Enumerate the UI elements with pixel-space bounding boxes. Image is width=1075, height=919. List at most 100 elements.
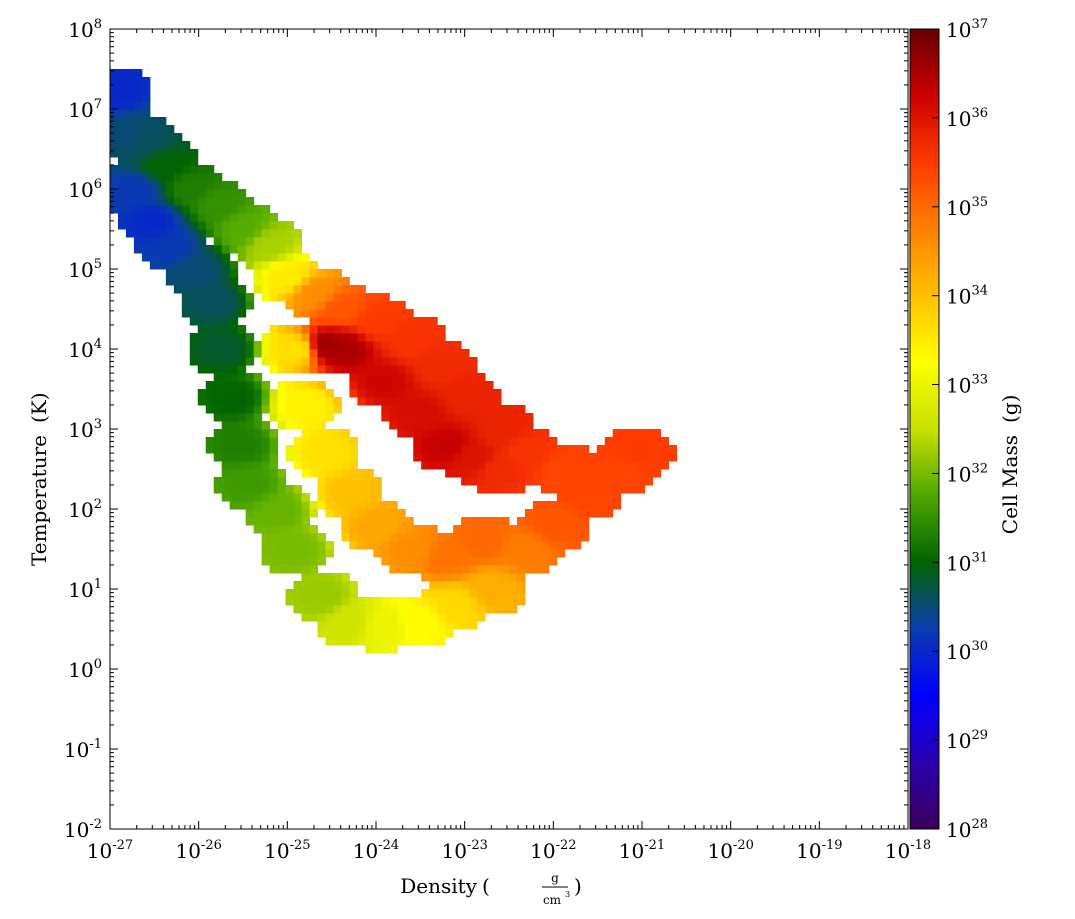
heatmap-cell: [413, 533, 422, 542]
heatmap-cell: [309, 533, 318, 542]
heatmap-cell: [221, 333, 231, 342]
heatmap-cell: [205, 357, 215, 366]
heatmap-cell: [365, 293, 374, 302]
heatmap-cell: [229, 485, 239, 494]
heatmap-cell: [437, 453, 446, 462]
heatmap-cell: [373, 613, 382, 622]
heatmap-cell: [333, 341, 342, 350]
heatmap-cell: [317, 453, 326, 462]
heatmap-cell: [516, 541, 526, 550]
heatmap-cell: [620, 429, 630, 438]
heatmap-cell: [277, 389, 287, 398]
heatmap-cell: [349, 621, 358, 630]
heatmap-cell: [532, 469, 542, 478]
heatmap-cell: [309, 381, 318, 390]
heatmap-cell: [469, 549, 478, 558]
heatmap-cell: [213, 213, 223, 222]
heatmap-cell: [197, 341, 207, 350]
heatmap-cell: [636, 477, 646, 486]
heatmap-cell: [221, 317, 231, 326]
heatmap-cell: [189, 333, 199, 342]
heatmap-cell: [149, 221, 159, 230]
heatmap-cell: [357, 629, 366, 638]
heatmap-cell: [493, 413, 502, 422]
heatmap-cell: [205, 309, 215, 318]
heatmap-cell: [509, 597, 518, 606]
colorbar-tick-label: 1032: [946, 461, 988, 486]
heatmap-cell: [269, 413, 279, 422]
heatmap-cell: [205, 253, 215, 262]
heatmap-cell: [141, 109, 151, 118]
heatmap-cell: [413, 421, 422, 430]
heatmap-cell: [461, 589, 470, 598]
heatmap-cell: [125, 205, 135, 214]
x-tick-label: 10-18: [885, 838, 931, 863]
heatmap-cell: [165, 269, 175, 278]
heatmap-cell: [317, 365, 326, 374]
heatmap-cell: [197, 229, 207, 238]
heatmap-cell: [548, 533, 558, 542]
heatmap-cell: [149, 189, 159, 198]
heatmap-cell: [333, 333, 342, 342]
heatmap-cell: [261, 237, 271, 246]
heatmap-cell: [269, 549, 279, 558]
heatmap-cell: [421, 429, 430, 438]
heatmap-cell: [221, 493, 231, 502]
heatmap-cell: [373, 645, 382, 654]
heatmap-cell: [389, 301, 398, 310]
y-tick-label: 100: [68, 657, 102, 682]
heatmap-cell: [564, 501, 574, 510]
heatmap-cell: [469, 477, 478, 486]
heatmap-cell: [229, 349, 239, 358]
x-tick-label: 10-23: [441, 838, 487, 863]
heatmap-cell: [325, 461, 334, 470]
heatmap-cell: [596, 477, 606, 486]
heatmap-cell: [221, 197, 231, 206]
heatmap-cell: [237, 389, 247, 398]
heatmap-cell: [189, 229, 199, 238]
heatmap-cell: [612, 445, 622, 454]
heatmap-cell: [524, 461, 534, 470]
heatmap-cell: [532, 533, 542, 542]
heatmap-cell: [413, 333, 422, 342]
heatmap-cell: [349, 309, 358, 318]
heatmap-cell: [173, 285, 183, 294]
heatmap-cell: [421, 605, 430, 614]
heatmap-cell: [620, 485, 630, 494]
heatmap-cell: [205, 341, 215, 350]
heatmap-cell: [301, 333, 310, 342]
heatmap-cell: [269, 357, 279, 366]
heatmap-cell: [277, 365, 287, 374]
heatmap-cell: [604, 501, 614, 510]
heatmap-cell: [333, 445, 342, 454]
heatmap-cell: [229, 317, 239, 326]
heatmap-cell: [125, 101, 135, 110]
heatmap-cell: [293, 325, 303, 334]
heatmap-cell: [245, 413, 255, 422]
heatmap-cell: [373, 621, 382, 630]
heatmap-cell: [325, 429, 334, 438]
heatmap-cell: [485, 517, 494, 526]
heatmap-cell: [453, 373, 462, 382]
heatmap-cell: [261, 429, 271, 438]
heatmap-cell: [524, 557, 534, 566]
heatmap-cell: [453, 381, 462, 390]
heatmap-cell: [197, 261, 207, 270]
heatmap-cell: [357, 341, 366, 350]
heatmap-cell: [437, 381, 446, 390]
heatmap-cell: [437, 373, 446, 382]
heatmap-cell: [493, 453, 502, 462]
heatmap-cell: [644, 453, 654, 462]
heatmap-cell: [485, 581, 494, 590]
heatmap-cell: [413, 349, 422, 358]
heatmap-cell: [157, 261, 167, 270]
heatmap-cell: [133, 213, 143, 222]
heatmap-cell: [572, 493, 582, 502]
heatmap-cell: [293, 293, 303, 302]
heatmap-cell: [453, 573, 462, 582]
heatmap-cell: [429, 389, 438, 398]
heatmap-cell: [261, 389, 271, 398]
heatmap-cell: [237, 285, 247, 294]
heatmap-cell: [628, 429, 638, 438]
heatmap-cell: [397, 405, 406, 414]
